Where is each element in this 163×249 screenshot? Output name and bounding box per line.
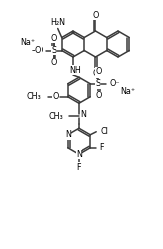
Text: Na⁺: Na⁺ [120, 87, 135, 96]
Text: S: S [96, 79, 101, 88]
Text: O: O [51, 58, 57, 67]
Text: O: O [95, 67, 101, 76]
Text: N: N [80, 110, 86, 119]
Text: NH: NH [69, 65, 81, 74]
Text: O: O [51, 34, 57, 43]
Text: H₂N: H₂N [50, 18, 65, 27]
Text: O: O [51, 34, 57, 43]
Text: Na⁺: Na⁺ [21, 38, 36, 47]
Text: CH₃: CH₃ [48, 112, 63, 121]
Text: O: O [92, 68, 99, 77]
Text: O: O [51, 58, 57, 67]
Text: O: O [92, 10, 99, 19]
Text: N: N [65, 130, 71, 139]
Text: N: N [76, 150, 82, 159]
Text: O: O [52, 92, 59, 101]
Text: O: O [95, 91, 101, 100]
Text: S: S [51, 46, 56, 55]
Text: CH₃: CH₃ [27, 92, 42, 101]
Text: O: O [36, 46, 43, 55]
Text: –O: –O [31, 46, 42, 55]
Text: F: F [99, 143, 104, 152]
Text: O⁻: O⁻ [109, 79, 120, 88]
Text: Cl: Cl [100, 127, 108, 136]
Text: F: F [77, 163, 81, 172]
